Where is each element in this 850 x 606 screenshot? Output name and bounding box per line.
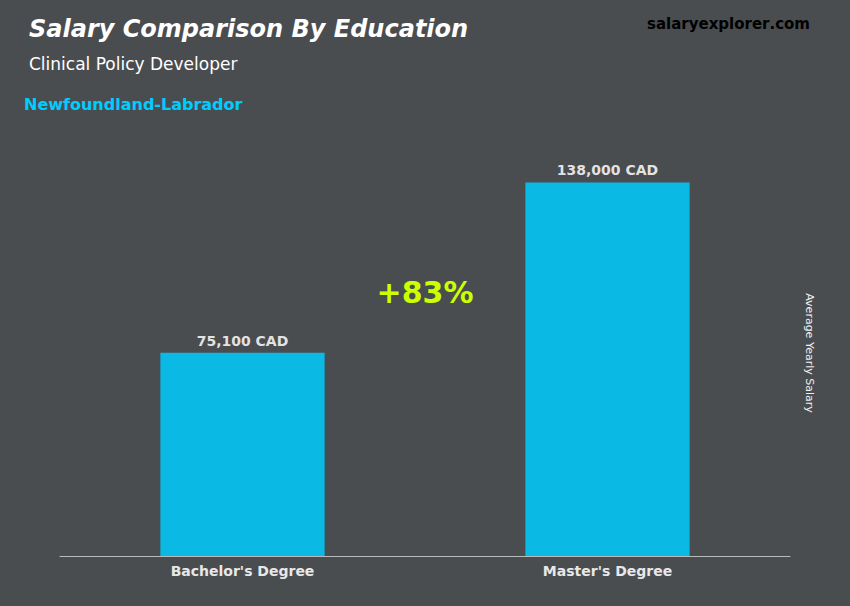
svg-text:Average Yearly Salary: Average Yearly Salary (803, 293, 816, 413)
svg-text:salary: salary (647, 15, 699, 33)
svg-text:75,100 CAD: 75,100 CAD (197, 333, 289, 349)
svg-text:+83%: +83% (377, 275, 474, 310)
svg-text:Bachelor's Degree: Bachelor's Degree (171, 563, 315, 579)
svg-text:.com: .com (769, 15, 810, 33)
svg-text:Master's Degree: Master's Degree (543, 563, 672, 579)
svg-text:explorer: explorer (698, 15, 770, 33)
svg-text:Clinical Policy Developer: Clinical Policy Developer (29, 54, 237, 74)
svg-text:Salary Comparison By Education: Salary Comparison By Education (29, 15, 468, 43)
svg-text:Newfoundland-Labrador: Newfoundland-Labrador (24, 95, 243, 114)
svg-text:138,000 CAD: 138,000 CAD (557, 162, 658, 178)
